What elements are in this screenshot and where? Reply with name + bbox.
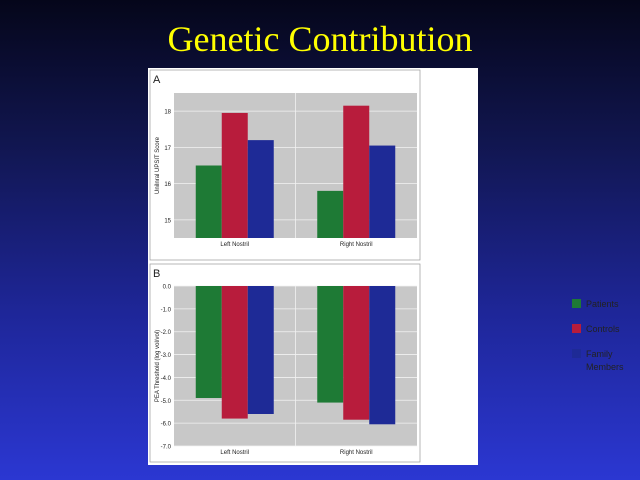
bar-charts: A 15 16 17 18 Unilnral UPSIT Score Left Nostri… xyxy=(149,69,421,463)
bar-family-members xyxy=(369,286,396,425)
y-axis-label: PEA Threshold (log vol/vol) xyxy=(155,330,161,402)
bar-patients xyxy=(195,165,222,238)
bar-controls xyxy=(221,286,248,419)
legend-swatch-controls xyxy=(572,324,581,333)
legend-item-family-members: Family Members xyxy=(572,348,624,374)
y-tick-label: 15 xyxy=(164,218,171,224)
legend: Patients Controls Family Members xyxy=(572,298,624,386)
x-category-label: Left Nostril xyxy=(220,242,249,248)
panel-label: A xyxy=(153,74,161,86)
bar-controls xyxy=(343,286,370,420)
y-tick-label: 0.0 xyxy=(163,285,172,291)
y-tick-label: -2.0 xyxy=(161,330,172,336)
y-tick-label: -7.0 xyxy=(161,445,172,451)
x-category-label: Left Nostril xyxy=(220,450,249,456)
figure-panel: A 15 16 17 18 Unilnral UPSIT Score Left Nostri… xyxy=(148,68,624,465)
y-tick-label: -3.0 xyxy=(161,353,172,359)
bar-controls xyxy=(343,105,370,238)
legend-label-patients: Patients xyxy=(586,299,619,309)
y-tick-label: -5.0 xyxy=(161,399,172,405)
slide-title: Genetic Contribution xyxy=(167,19,473,59)
panel-label: B xyxy=(153,268,160,280)
chart-panel-b: B0.0 -1.0 -2.0 -3.0 -4.0 -5.0 -6.0 -7.0 PEA Thre… xyxy=(149,263,421,463)
chart-panel-a: A 15 16 17 18 Unilnral UPSIT Score Left Nostri… xyxy=(149,69,421,261)
bar-controls xyxy=(221,112,248,238)
bar-family-members xyxy=(247,286,274,414)
bar-family-members xyxy=(369,145,396,238)
y-tick-label: 17 xyxy=(164,146,171,152)
legend-item-patients: Patients xyxy=(572,298,624,311)
bar-patients xyxy=(317,190,344,238)
y-tick-label: 18 xyxy=(164,110,171,116)
x-category-label: Right Nostril xyxy=(340,450,373,456)
bar-patients xyxy=(317,286,344,403)
legend-label-family-members: Family Members xyxy=(586,349,624,372)
legend-label-controls: Controls xyxy=(586,324,620,334)
y-tick-label: 16 xyxy=(164,182,171,188)
legend-item-controls: Controls xyxy=(572,323,624,336)
bar-patients xyxy=(195,286,222,398)
y-tick-label: -4.0 xyxy=(161,376,172,382)
legend-swatch-family-members xyxy=(572,349,581,358)
y-tick-label: -1.0 xyxy=(161,307,172,313)
x-category-label: Right Nostril xyxy=(340,242,373,248)
y-tick-label: -6.0 xyxy=(161,422,172,428)
bar-family-members xyxy=(247,140,274,238)
legend-swatch-patients xyxy=(572,299,581,308)
y-axis-label: Unilnral UPSIT Score xyxy=(155,136,161,194)
